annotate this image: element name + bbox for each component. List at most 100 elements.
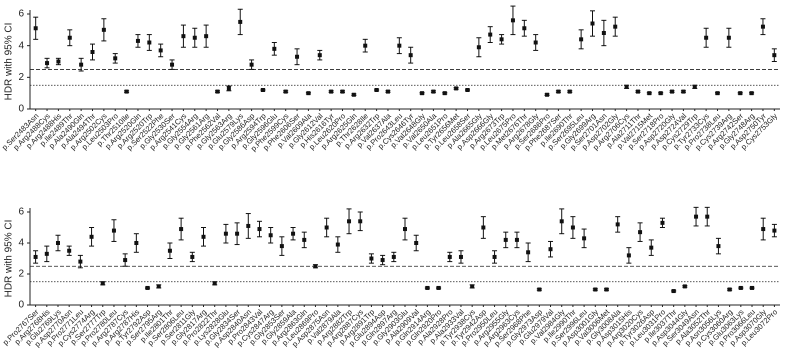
point <box>647 91 652 96</box>
point <box>145 285 150 290</box>
point <box>33 254 38 259</box>
point <box>545 92 550 97</box>
point <box>238 19 243 24</box>
point <box>635 89 640 94</box>
point <box>351 92 356 97</box>
point <box>705 214 710 219</box>
point <box>100 281 105 286</box>
point <box>624 84 629 89</box>
point <box>123 258 128 263</box>
point <box>526 250 531 255</box>
point <box>257 227 262 232</box>
point <box>749 91 754 96</box>
point <box>447 254 452 259</box>
point <box>499 37 504 42</box>
y-tick-label: 6 <box>18 9 24 20</box>
point <box>772 53 777 58</box>
point <box>533 40 538 45</box>
point <box>414 241 419 245</box>
point <box>738 285 743 290</box>
point <box>79 62 84 67</box>
point <box>313 264 318 269</box>
point <box>408 53 413 58</box>
point <box>671 289 676 294</box>
point <box>425 285 430 290</box>
point <box>101 27 106 32</box>
point <box>89 234 94 239</box>
point <box>738 91 743 96</box>
y-tick-label: 2 <box>18 269 24 280</box>
point <box>638 230 643 235</box>
y-tick-label: 4 <box>18 40 24 51</box>
point <box>215 89 220 94</box>
point <box>726 35 731 40</box>
point <box>436 285 441 290</box>
point <box>649 245 654 250</box>
y-axis-label: HDR with 95% CI <box>4 23 15 101</box>
point <box>374 88 379 92</box>
point <box>715 91 720 96</box>
point <box>420 91 425 96</box>
point <box>158 48 163 53</box>
point <box>761 227 766 232</box>
point <box>90 50 95 54</box>
y-tick-label: 0 <box>18 300 24 311</box>
point <box>537 287 542 292</box>
point <box>567 89 572 94</box>
point <box>324 225 329 230</box>
point <box>682 284 687 289</box>
point <box>593 287 598 292</box>
point <box>492 254 497 259</box>
point <box>503 237 508 242</box>
point <box>179 227 184 232</box>
point <box>347 219 352 224</box>
point <box>272 46 277 51</box>
point <box>604 287 609 292</box>
point <box>470 284 475 289</box>
point <box>249 62 254 67</box>
point <box>226 86 231 91</box>
point <box>124 89 129 94</box>
point <box>391 254 396 259</box>
point <box>45 61 50 66</box>
point <box>56 59 61 64</box>
point <box>295 54 300 59</box>
point <box>397 43 402 48</box>
point <box>170 62 175 67</box>
point <box>454 86 459 91</box>
point <box>44 251 49 256</box>
point <box>260 88 265 92</box>
point <box>694 214 699 219</box>
point <box>772 228 777 233</box>
point <box>204 34 209 39</box>
y-tick-label: 6 <box>18 207 24 218</box>
y-tick-label: 2 <box>18 72 24 83</box>
point <box>601 31 606 35</box>
point <box>111 228 116 233</box>
point <box>192 35 197 40</box>
point <box>147 40 152 45</box>
point <box>716 244 721 249</box>
point <box>613 24 618 29</box>
point <box>522 26 527 31</box>
point <box>692 84 697 89</box>
point <box>431 89 436 94</box>
point <box>181 34 186 39</box>
point <box>579 37 584 42</box>
point <box>201 234 206 239</box>
point <box>476 45 481 50</box>
point <box>134 241 139 245</box>
point <box>570 225 575 230</box>
point <box>358 219 363 224</box>
point <box>590 21 595 26</box>
point <box>727 287 732 292</box>
point <box>33 26 38 31</box>
point <box>704 35 709 40</box>
point <box>223 231 228 236</box>
point <box>548 247 553 252</box>
point <box>291 231 296 236</box>
point <box>317 53 322 58</box>
point <box>465 88 470 92</box>
point <box>403 227 407 232</box>
